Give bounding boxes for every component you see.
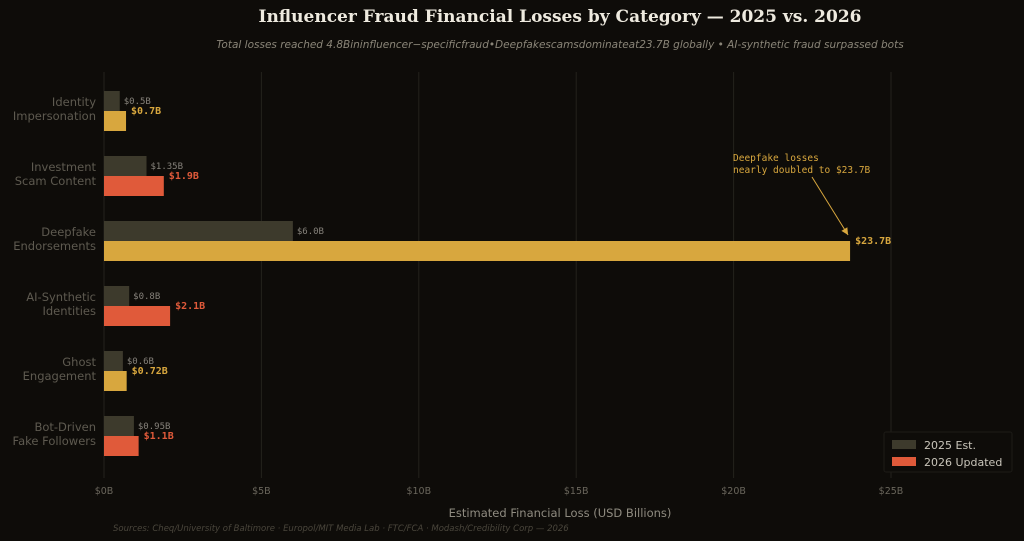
bar-2026 (104, 371, 127, 391)
source-note: Sources: Cheq/University of Baltimore · … (113, 524, 569, 534)
category-label: Endorsements (13, 239, 96, 253)
x-tick-label: $25B (879, 486, 904, 497)
bar-label-2025: $0.6B (127, 357, 154, 367)
bar-label-2025: $0.95B (138, 422, 171, 432)
category-label: Engagement (23, 369, 97, 383)
category-label: Identity (52, 95, 96, 109)
bar-label-2025: $1.35B (150, 162, 183, 172)
x-tick-label: $20B (721, 486, 746, 497)
bar-label-2026: $1.9B (169, 171, 199, 182)
annotation-text: Deepfake losses (733, 153, 819, 164)
legend-swatch (892, 457, 916, 466)
category-label: Scam Content (15, 174, 97, 188)
bar-label-2025: $6.0B (297, 227, 324, 237)
x-tick-label: $10B (406, 486, 431, 497)
bar-2025 (104, 91, 120, 111)
bar-label-2025: $0.8B (133, 292, 160, 302)
bar-label-2026: $2.1B (175, 301, 205, 312)
bar-2025 (104, 416, 134, 436)
bar-label-2026: $0.7B (131, 106, 161, 117)
chart-title: Influencer Fraud Financial Losses by Cat… (259, 7, 862, 27)
x-tick-label: $5B (252, 486, 271, 497)
legend-label: 2025 Est. (924, 439, 976, 452)
plot-area: $0B $5B $10B $15B $20B $25B IdentityImpersonat… (13, 72, 1013, 497)
bar-2026 (104, 176, 164, 196)
legend-label: 2026 Updated (924, 456, 1002, 469)
bar-label-2025: $0.5B (124, 97, 151, 107)
bar-label-2026: $23.7B (855, 236, 891, 247)
bar-label-2026: $1.1B (144, 431, 174, 442)
bar-2026 (104, 436, 139, 456)
chart-subtitle: Total losses reached 4.8Bininfluencer−sp… (216, 39, 904, 51)
category-label: Investment (31, 160, 97, 174)
category-label: AI-Synthetic (26, 290, 96, 304)
bar-2026 (104, 306, 171, 326)
annotation-arrow-line (811, 176, 849, 236)
legend: 2025 Est. 2026 Updated (883, 431, 1013, 473)
category-label: Ghost (62, 355, 96, 369)
bar-2026 (104, 241, 851, 261)
bar-label-2026: $0.72B (132, 366, 168, 377)
category-label: Bot-Driven (34, 420, 96, 434)
bar-2025 (104, 221, 293, 241)
category-label: Identities (42, 304, 96, 318)
category-label: Fake Followers (13, 434, 96, 448)
x-axis-label: Estimated Financial Loss (USD Billions) (449, 506, 672, 520)
x-tick-label: $15B (564, 486, 589, 497)
annotation-text: nearly doubled to $23.7B (733, 165, 871, 176)
bar-2025 (104, 286, 130, 306)
annotation-arrow-head (841, 227, 849, 235)
bar-2025 (104, 351, 123, 371)
legend-swatch (892, 440, 916, 449)
category-label: Impersonation (13, 109, 96, 123)
x-tick-label: $0B (95, 486, 114, 497)
bar-2025 (104, 156, 147, 176)
bar-2026 (104, 111, 127, 131)
category-label: Deepfake (41, 225, 96, 239)
